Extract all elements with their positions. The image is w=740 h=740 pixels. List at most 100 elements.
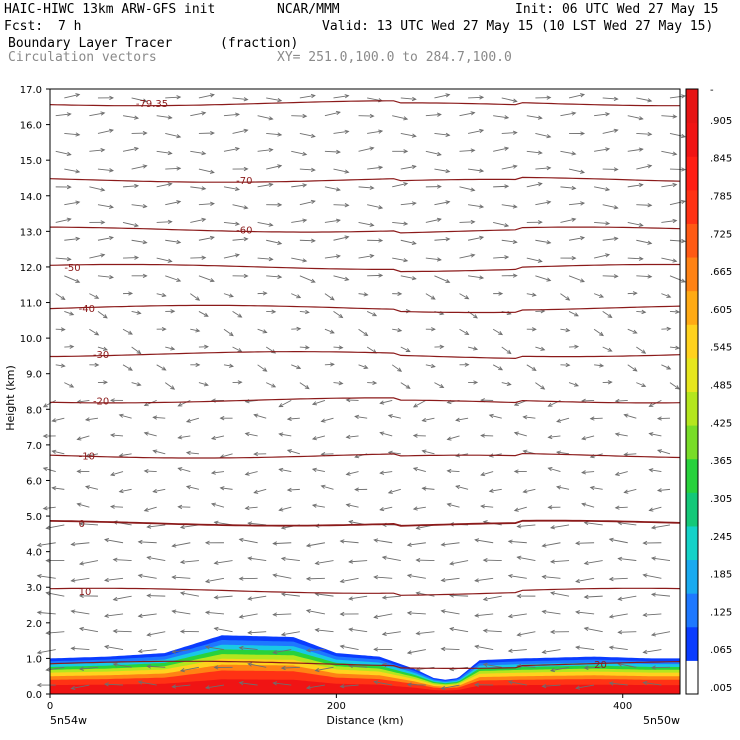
vector-arrow-98	[147, 595, 166, 597]
vector-arrow-159	[273, 542, 292, 545]
vector-head-162	[373, 538, 379, 543]
vector-arrow-356	[526, 364, 537, 371]
vector-head-221	[455, 485, 461, 490]
vector-head-44	[238, 645, 244, 651]
valid-time: Valid: 13 UTC Wed 27 May 15 (10 LST Wed …	[322, 19, 714, 34]
vector-head-620	[470, 111, 476, 116]
vector-arrow-124	[374, 576, 393, 579]
vector-head-280	[513, 431, 519, 436]
vector-head-296	[421, 417, 427, 423]
vector-head-48	[373, 647, 379, 652]
vector-arrow-145	[450, 560, 469, 565]
vector-arrow-404	[232, 311, 242, 318]
vector-arrow-623	[560, 112, 576, 117]
colorbar-label-15: .905	[710, 116, 732, 127]
vector-arrow-501	[291, 219, 307, 223]
vector-head-547	[571, 185, 577, 191]
vector-head-414	[574, 312, 579, 317]
vector-head-426	[329, 296, 335, 301]
vector-head-191	[76, 502, 82, 507]
vector-head-569	[681, 167, 687, 172]
y-tick-label-4: 4.0	[26, 548, 42, 559]
vector-arrow-616	[324, 111, 341, 117]
vector-arrow-485	[400, 239, 416, 245]
vector-head-444	[310, 278, 316, 283]
vector-arrow-240	[447, 470, 460, 473]
vector-arrow-117	[138, 574, 157, 579]
vector-arrow-516	[165, 201, 181, 206]
vector-arrow-632	[232, 97, 248, 101]
vector-arrow-137	[180, 560, 199, 563]
vector-head-46	[305, 648, 311, 653]
vector-head-584	[537, 150, 543, 155]
vector-arrow-219	[388, 488, 401, 494]
vector-head-402	[170, 309, 176, 314]
vector-head-447	[411, 276, 417, 281]
vector-head-73	[583, 626, 589, 631]
fcst-label: Fcst:	[4, 19, 44, 34]
vector-arrow-373	[467, 346, 478, 350]
vector-head-176	[213, 520, 219, 525]
vector-head-480	[243, 237, 249, 242]
vector-arrow-539	[291, 184, 307, 188]
vector-head-9	[339, 684, 345, 689]
vector-head-579	[369, 146, 375, 151]
colorbar-swatch-4	[686, 525, 698, 561]
vector-arrow-472	[593, 254, 610, 259]
vector-arrow-243	[548, 467, 561, 473]
vector-arrow-425	[291, 293, 301, 299]
colorbar-swatch-14	[686, 189, 698, 224]
vector-head-198	[311, 503, 317, 508]
y-tick-label-2: 2.0	[26, 619, 42, 630]
vector-head-136	[146, 555, 152, 561]
vector-head-342	[60, 363, 66, 368]
vector-arrow-197	[279, 506, 292, 511]
vector-arrow-426	[324, 293, 335, 301]
vector-head-149	[583, 560, 589, 566]
contour-label-0: 0	[79, 519, 85, 530]
vector-arrow-54	[576, 646, 595, 650]
y-tick-label-11: 11.0	[20, 299, 42, 310]
vector-head-422	[195, 296, 201, 301]
vector-arrow-299	[523, 416, 536, 419]
vector-head-354	[464, 362, 470, 367]
vector-arrow-151	[651, 557, 671, 561]
vector-head-134	[78, 561, 84, 566]
vector-arrow-207	[615, 506, 628, 509]
vector-head-125	[406, 573, 412, 579]
vector-head-595	[277, 132, 283, 137]
vector-arrow-462	[257, 257, 273, 260]
vector-head-506	[470, 219, 476, 225]
vector-head-311	[278, 403, 284, 408]
vector-arrow-215	[254, 488, 267, 494]
vector-head-363	[136, 349, 142, 355]
vector-head-294	[354, 414, 360, 420]
vector-head-544	[470, 187, 476, 192]
vector-arrow-436	[661, 293, 671, 298]
vector-arrow-563	[468, 168, 484, 172]
vector-arrow-63	[248, 631, 267, 634]
vector-head-150	[617, 556, 623, 561]
vector-arrow-433	[560, 293, 570, 301]
vector-head-129	[541, 574, 547, 580]
vector-head-504	[403, 221, 409, 226]
fcst-value: 7 h	[58, 19, 82, 34]
vector-head-219	[387, 489, 393, 494]
vector-arrow-166	[508, 540, 527, 544]
vector-arrow-25	[248, 663, 267, 668]
vector-head-165	[474, 538, 480, 543]
vector-head-469	[504, 255, 510, 260]
vector-arrow-223	[523, 488, 536, 493]
vector-arrow-506	[459, 221, 475, 223]
vector-arrow-584	[526, 150, 542, 154]
colorbar-swatch-3	[686, 559, 698, 594]
vector-head-483	[344, 235, 350, 240]
vector-arrow-226	[624, 488, 637, 493]
vector-arrow-244	[582, 471, 595, 474]
vector-arrow-128	[508, 575, 527, 579]
vector-arrow-104	[349, 595, 368, 600]
vector-head-463	[302, 258, 308, 263]
vector-head-113	[650, 592, 656, 597]
vector-arrow-321	[615, 399, 628, 402]
vector-head-193	[143, 507, 149, 512]
